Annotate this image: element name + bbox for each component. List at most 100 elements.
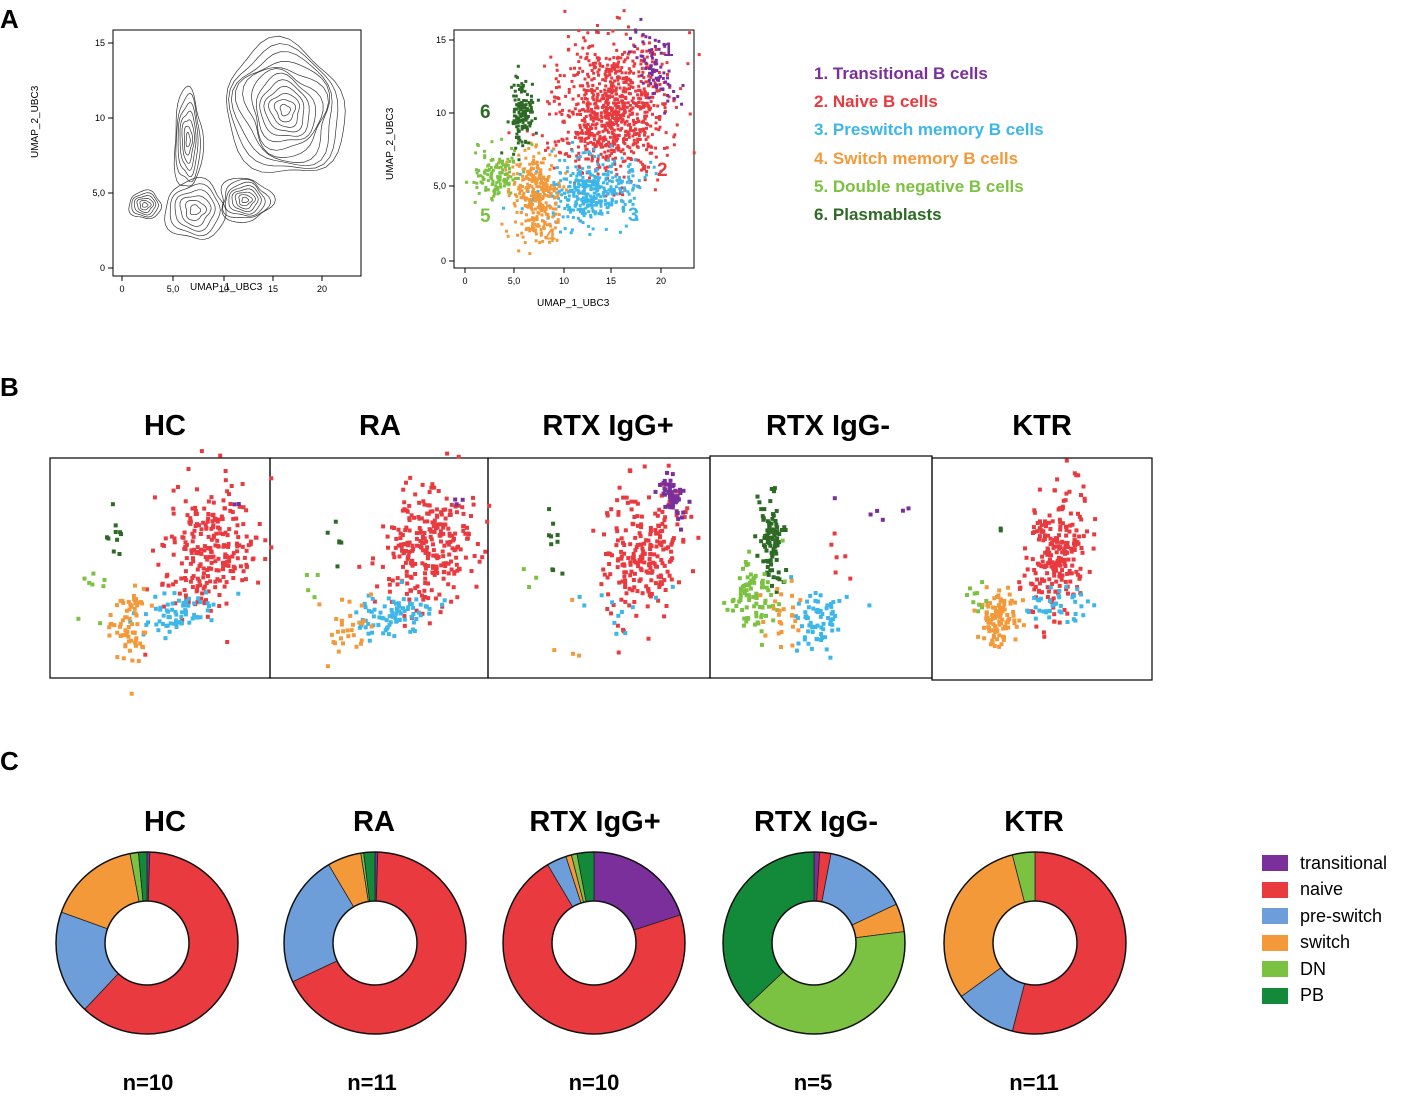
preswitch-point bbox=[590, 202, 594, 206]
pb-point bbox=[784, 568, 789, 572]
preswitch-point bbox=[796, 601, 801, 606]
transitional-point bbox=[644, 67, 648, 70]
naive-point bbox=[605, 108, 608, 112]
naive-point bbox=[230, 554, 235, 559]
switch-point bbox=[529, 178, 533, 182]
switch-point bbox=[531, 222, 535, 226]
preswitch-point bbox=[829, 604, 834, 609]
preswitch-point bbox=[808, 620, 813, 625]
naive-point bbox=[438, 529, 443, 534]
naive-point bbox=[438, 610, 443, 615]
pb-point bbox=[512, 152, 516, 156]
switch-point bbox=[543, 222, 547, 226]
donut-title-ktr: KTR bbox=[1004, 806, 1064, 838]
switch-point bbox=[791, 624, 795, 629]
switch-point bbox=[506, 190, 510, 194]
naive-point bbox=[622, 543, 627, 547]
pb-point bbox=[521, 118, 525, 122]
preswitch-point bbox=[643, 176, 647, 179]
preswitch-point bbox=[377, 615, 382, 620]
preswitch-point bbox=[563, 158, 567, 162]
switch-point bbox=[521, 174, 524, 178]
preswitch-point bbox=[551, 194, 555, 198]
preswitch-point bbox=[399, 611, 403, 616]
naive-point bbox=[609, 69, 613, 73]
switch-point bbox=[519, 211, 523, 214]
naive-point bbox=[615, 104, 619, 108]
dn-point bbox=[508, 170, 512, 174]
naive-point bbox=[656, 598, 661, 603]
naive-point bbox=[417, 590, 422, 594]
umap-scatter-points bbox=[465, 9, 701, 256]
naive-point bbox=[1060, 521, 1065, 526]
naive-point bbox=[648, 565, 653, 570]
naive-point bbox=[1077, 534, 1082, 539]
naive-point bbox=[186, 467, 191, 471]
dn-point bbox=[759, 613, 764, 618]
naive-point bbox=[663, 146, 666, 150]
naive-point bbox=[190, 506, 195, 511]
preswitch-point bbox=[369, 609, 374, 614]
naive-point bbox=[211, 535, 216, 540]
pb-point bbox=[534, 131, 538, 135]
pb-point bbox=[517, 118, 520, 122]
transitional-point bbox=[650, 70, 654, 74]
naive-point bbox=[432, 529, 437, 534]
preswitch-point bbox=[610, 600, 615, 605]
dn-point bbox=[760, 605, 765, 610]
naive-point bbox=[575, 112, 579, 116]
naive-point bbox=[635, 102, 639, 106]
naive-point bbox=[607, 130, 610, 134]
naive-point bbox=[564, 152, 568, 156]
preswitch-point bbox=[613, 190, 617, 194]
naive-point bbox=[585, 102, 589, 106]
naive-point bbox=[628, 562, 633, 567]
naive-point bbox=[637, 70, 641, 74]
naive-point bbox=[610, 113, 614, 117]
preswitch-point bbox=[396, 601, 401, 606]
contour-line bbox=[174, 189, 216, 232]
naive-point bbox=[566, 35, 570, 39]
naive-point bbox=[624, 32, 628, 36]
naive-point bbox=[224, 601, 229, 606]
switch-point bbox=[547, 189, 551, 193]
preswitch-point bbox=[391, 599, 396, 604]
naive-point bbox=[429, 529, 434, 534]
preswitch-point bbox=[632, 183, 636, 187]
preswitch-point bbox=[354, 610, 359, 615]
preswitch-point bbox=[387, 622, 392, 627]
naive-point bbox=[645, 126, 648, 130]
preswitch-point bbox=[589, 214, 593, 217]
switch-point bbox=[135, 603, 140, 608]
dn-point bbox=[976, 609, 981, 614]
naive-point bbox=[417, 500, 422, 505]
scatter-xtick-label: 10 bbox=[559, 276, 569, 286]
transitional-point bbox=[657, 47, 661, 51]
dn-point bbox=[775, 608, 780, 613]
preswitch-point bbox=[577, 182, 580, 186]
naive-point bbox=[263, 557, 268, 561]
naive-point bbox=[648, 547, 653, 551]
legend-c-label: DN bbox=[1300, 958, 1326, 979]
naive-point bbox=[586, 142, 590, 146]
naive-point bbox=[583, 117, 587, 120]
switch-point bbox=[991, 605, 995, 610]
dn-point bbox=[496, 176, 500, 180]
scatter-ytick-label: 10 bbox=[436, 108, 446, 118]
naive-point bbox=[372, 599, 377, 604]
preswitch-point bbox=[607, 203, 611, 207]
naive-point bbox=[583, 140, 587, 144]
naive-point bbox=[636, 140, 639, 144]
preswitch-point bbox=[174, 612, 179, 617]
preswitch-point bbox=[172, 621, 177, 626]
naive-point bbox=[1042, 578, 1047, 583]
switch-point bbox=[534, 143, 538, 147]
naive-point bbox=[1038, 519, 1042, 524]
dn-point bbox=[489, 173, 493, 176]
naive-point bbox=[577, 164, 581, 168]
dn-point bbox=[748, 580, 753, 585]
naive-point bbox=[617, 76, 621, 80]
dn-point bbox=[507, 167, 511, 170]
naive-point bbox=[635, 543, 640, 547]
naive-point bbox=[610, 127, 613, 130]
